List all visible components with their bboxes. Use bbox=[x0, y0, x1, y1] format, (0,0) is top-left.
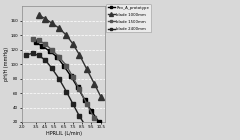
blade 1500mm bbox=[58, 56, 60, 58]
blade 2400mm bbox=[65, 91, 68, 92]
Rev_A_prototype bbox=[56, 56, 59, 58]
blade 2400mm bbox=[85, 127, 88, 129]
blade 1500mm bbox=[78, 89, 81, 90]
blade 2400mm bbox=[37, 55, 40, 56]
blade 1000mm bbox=[93, 83, 96, 85]
Rev_A_prototype bbox=[62, 65, 65, 66]
blade 1000mm bbox=[78, 54, 81, 56]
Rev_A_prototype bbox=[90, 110, 93, 112]
Rev_A_prototype bbox=[41, 45, 44, 47]
blade 2400mm bbox=[50, 67, 53, 69]
blade 1000mm bbox=[37, 14, 40, 16]
Rev_A_prototype bbox=[84, 99, 86, 101]
Rev_A_prototype bbox=[70, 76, 72, 77]
blade 1500mm bbox=[37, 39, 40, 41]
Rev_A_prototype bbox=[97, 121, 100, 123]
blade 2400mm bbox=[78, 115, 81, 117]
blade 1000mm bbox=[50, 22, 53, 24]
blade 2400mm bbox=[44, 59, 47, 61]
Line: blade 2400mm: blade 2400mm bbox=[24, 51, 89, 130]
blade 1500mm bbox=[72, 76, 74, 78]
Rev_A_prototype bbox=[76, 86, 79, 88]
Line: blade 1000mm: blade 1000mm bbox=[36, 12, 104, 99]
blade 1500mm bbox=[65, 65, 68, 66]
blade 1500mm bbox=[31, 38, 34, 40]
blade 2400mm bbox=[31, 52, 34, 54]
blade 1500mm bbox=[93, 117, 96, 119]
blade 2400mm bbox=[58, 78, 60, 79]
blade 2400mm bbox=[25, 54, 28, 56]
blade 1500mm bbox=[85, 103, 88, 105]
Legend: Rev_A_prototype, blade 1000mm, blade 1500mm, blade 2400mm: Rev_A_prototype, blade 1000mm, blade 150… bbox=[106, 4, 151, 32]
blade 1000mm bbox=[65, 34, 68, 36]
blade 1000mm bbox=[72, 43, 74, 45]
blade 1000mm bbox=[44, 18, 47, 19]
blade 1000mm bbox=[99, 96, 102, 98]
blade 1000mm bbox=[85, 68, 88, 70]
blade 2400mm bbox=[72, 103, 74, 105]
X-axis label: HPRLIL (L/min): HPRLIL (L/min) bbox=[46, 131, 82, 136]
Rev_A_prototype bbox=[34, 42, 37, 43]
blade 1000mm bbox=[58, 27, 60, 29]
Line: blade 1500mm: blade 1500mm bbox=[31, 37, 96, 120]
Line: Rev_A_prototype: Rev_A_prototype bbox=[34, 40, 101, 124]
blade 1500mm bbox=[50, 49, 53, 51]
blade 1500mm bbox=[44, 43, 47, 45]
Y-axis label: pH/H (mmHg): pH/H (mmHg) bbox=[4, 47, 9, 81]
Rev_A_prototype bbox=[48, 50, 51, 52]
